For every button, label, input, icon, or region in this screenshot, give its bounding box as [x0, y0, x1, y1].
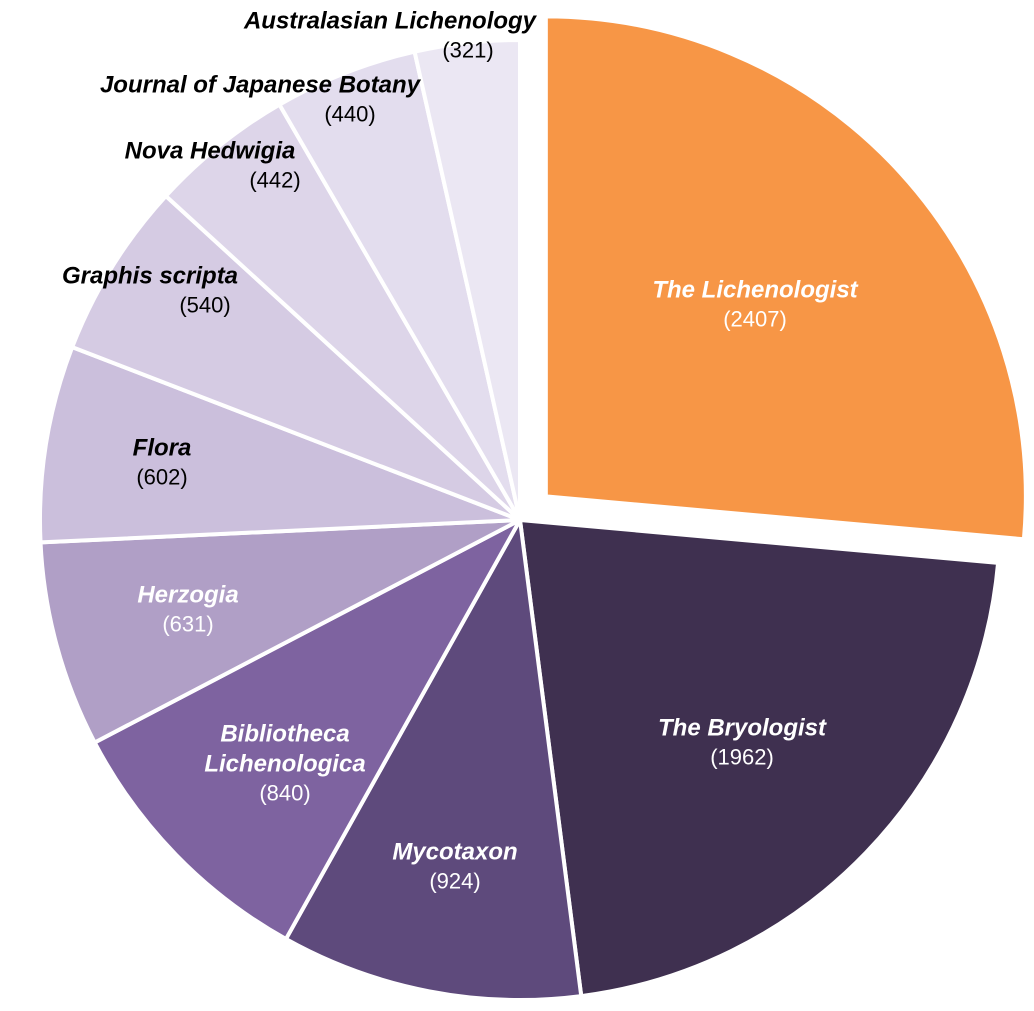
category-label: Nova Hedwigia	[124, 137, 296, 165]
value-label: (924)	[429, 868, 481, 894]
slice-label: Bibliotheca Lichenologica (840)	[190, 719, 380, 807]
slice-label: Australasian Lichenology (321)	[244, 6, 536, 64]
value-label: (442)	[249, 167, 301, 193]
category-label: Mycotaxon	[392, 838, 518, 866]
value-label: (540)	[179, 292, 231, 318]
value-label: (2407)	[723, 306, 787, 332]
slice-label: Nova Hedwigia (442)	[124, 136, 301, 194]
value-label: (631)	[162, 611, 214, 637]
slice	[69, 193, 522, 522]
slice	[91, 515, 526, 942]
value-label: (321)	[442, 37, 494, 63]
slice-label: Flora (602)	[133, 433, 192, 491]
slice	[38, 518, 521, 746]
slice-label: Herzogia (631)	[137, 580, 238, 638]
category-label: The Lichenologist	[652, 276, 858, 304]
slice-label: The Lichenologist (2407)	[652, 275, 857, 333]
slice	[283, 513, 584, 1002]
slice-label: Graphis scripta (540)	[62, 261, 238, 319]
slice	[543, 14, 1028, 542]
category-label: Flora	[132, 434, 192, 462]
value-label: (840)	[259, 780, 311, 806]
value-label: (440)	[324, 101, 376, 127]
slice	[517, 517, 1001, 999]
category-label: Australasian Lichenology	[243, 7, 537, 35]
category-label: Graphis scripta	[61, 262, 239, 290]
slice	[38, 344, 521, 545]
slice-label: The Bryologist (1962)	[658, 713, 826, 771]
category-label: Herzogia	[137, 581, 239, 609]
category-label: Bibliotheca Lichenologica	[204, 720, 366, 778]
value-label: (1962)	[710, 744, 774, 770]
slice-label: Mycotaxon (924)	[392, 837, 517, 895]
value-label: (602)	[136, 464, 188, 490]
slice	[163, 101, 522, 522]
category-label: The Bryologist	[657, 714, 827, 742]
slice	[412, 37, 522, 521]
slice-label: Journal of Japanese Botany (440)	[100, 70, 420, 128]
category-label: Journal of Japanese Botany	[99, 71, 421, 99]
